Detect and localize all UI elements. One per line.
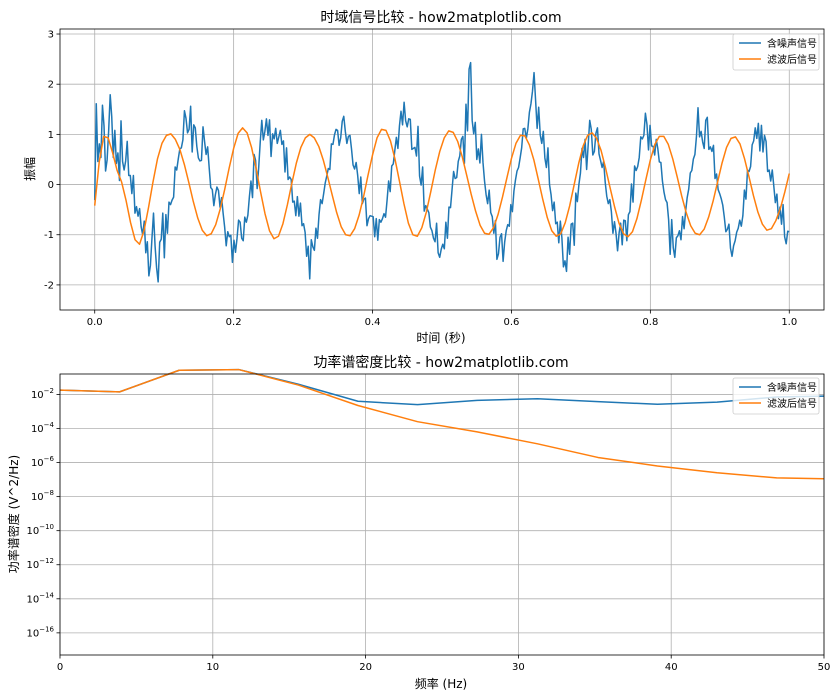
top-y-tick-label: 1: [48, 130, 54, 141]
bottom-y-tick-label: 10−10: [26, 523, 54, 537]
bottom-legend-label-filtered: 滤波后信号: [767, 397, 817, 410]
bottom-y-tick-label: 10−14: [26, 591, 54, 605]
top-x-axis-label: 时间 (秒): [416, 331, 465, 345]
bottom-series-lines: [59, 368, 825, 480]
bottom-x-tick-label: 10: [206, 662, 219, 673]
bottom-x-tick-label: 0: [57, 662, 63, 673]
top-axes-frame: [59, 28, 825, 311]
time-domain-subplot: 时域信号比较 - how2matplotlib.com 0.0 0.2 0.4 0.6…: [22, 10, 825, 345]
top-ticks: 0.0 0.2 0.4 0.6 0.8 1.0 -2 -1 0 1 2 3: [44, 30, 797, 328]
bottom-y-tick-label: 10−16: [26, 625, 54, 639]
top-legend-label-noisy: 含噪声信号: [767, 37, 817, 50]
top-series-noisy-line: [93, 61, 790, 283]
bottom-chart-title: 功率谱密度比较 - how2matplotlib.com: [313, 354, 568, 371]
top-y-tick-label: -2: [44, 280, 54, 291]
top-chart-title: 时域信号比较 - how2matplotlib.com: [320, 10, 561, 26]
top-x-tick-label: 0.2: [226, 317, 242, 328]
bottom-y-tick-label: 10−4: [31, 421, 55, 435]
bottom-y-tick-label: 10−2: [31, 387, 54, 401]
top-legend-label-filtered: 滤波后信号: [767, 53, 817, 66]
bottom-y-tick-label: 10−12: [26, 557, 54, 571]
top-x-tick-label: 0.4: [365, 317, 381, 328]
bottom-axes-frame: [59, 373, 825, 656]
bottom-legend-label-noisy: 含噪声信号: [767, 381, 817, 394]
top-y-tick-label: 2: [48, 80, 54, 91]
bottom-x-axis-label: 频率 (Hz): [415, 676, 468, 691]
bottom-series-filtered-line: [59, 368, 825, 480]
bottom-x-tick-label: 20: [359, 662, 372, 673]
top-plot-area: [60, 29, 824, 310]
bottom-y-tick-label: 10−8: [31, 489, 54, 503]
psd-subplot: 功率谱密度比较 - how2matplotlib.com 0 10 20 30 40 50…: [6, 354, 830, 691]
top-y-tick-label: 0: [48, 180, 54, 191]
bottom-y-tick-label: 10−6: [31, 455, 55, 469]
bottom-x-tick-label: 30: [512, 662, 525, 673]
top-y-tick-label: 3: [48, 30, 54, 41]
top-x-tick-label: 0.6: [504, 317, 520, 328]
top-x-tick-label: 0.8: [642, 317, 658, 328]
bottom-x-tick-label: 50: [818, 662, 831, 673]
top-x-tick-label: 0.0: [87, 317, 103, 328]
top-y-tick-label: -1: [44, 230, 54, 241]
bottom-y-axis-label: 功率谱密度 (V^2/Hz): [6, 455, 21, 573]
bottom-legend: 含噪声信号 滤波后信号: [732, 377, 820, 415]
top-y-axis-label: 振幅: [22, 157, 37, 181]
bottom-plot-area: [60, 374, 824, 655]
bottom-x-tick-label: 40: [665, 662, 678, 673]
top-series-filtered-line: [93, 127, 790, 246]
top-legend: 含噪声信号 滤波后信号: [732, 33, 820, 71]
top-series-lines: [93, 61, 790, 283]
top-x-tick-label: 1.0: [781, 317, 797, 328]
